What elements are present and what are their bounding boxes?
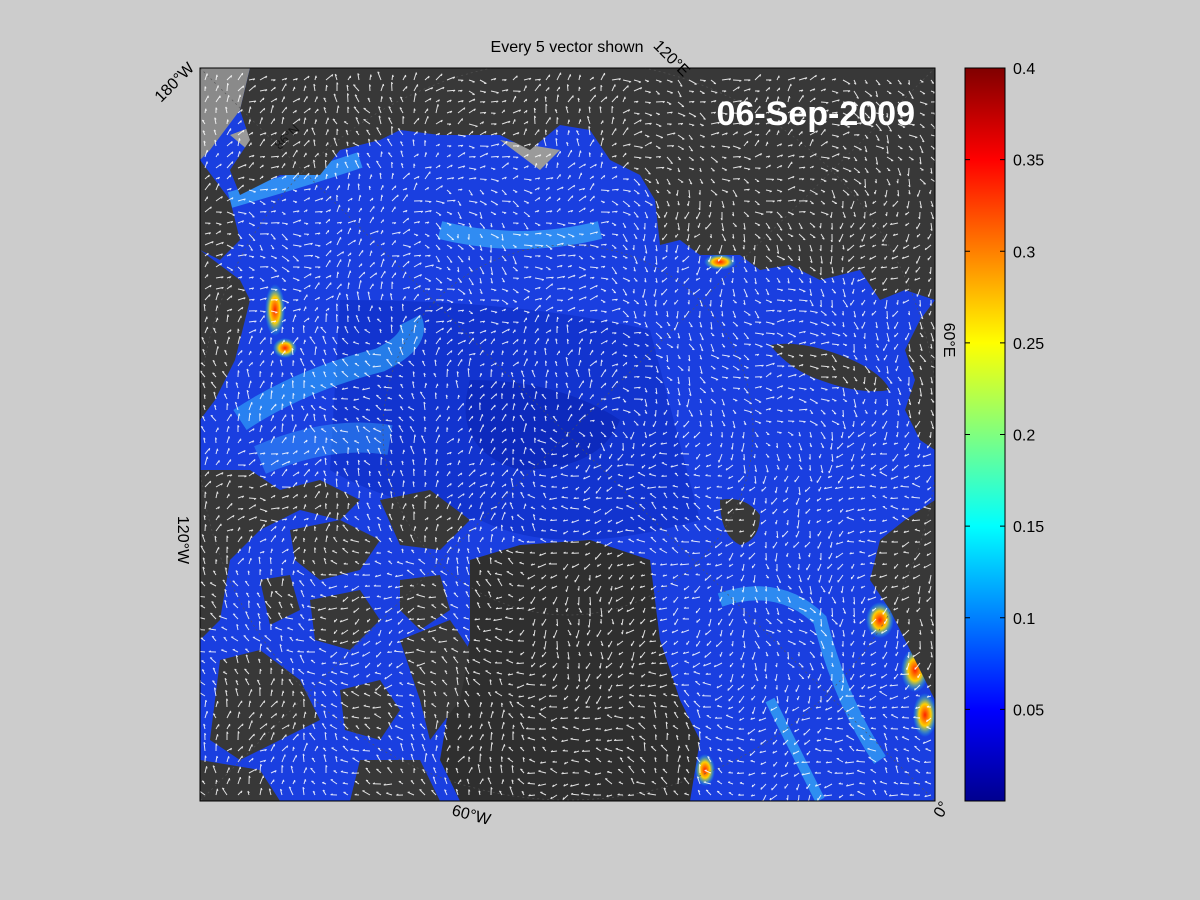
lon-label-120w: 120°W	[174, 516, 191, 565]
lon-label-180w: 180°W	[152, 59, 199, 106]
ice-area	[500, 140, 560, 170]
hotspot	[265, 284, 285, 336]
lon-label-60e: 60°E	[940, 323, 957, 358]
date-label: 06-Sep-2009	[717, 95, 915, 133]
colorbar-tick-label: 0.2	[1013, 428, 1035, 445]
colorbar-gradient	[964, 67, 1006, 802]
land-island	[350, 760, 440, 801]
colorbar: 0.4 0.35 0.3 0.25 0.2 0.15 0.1 0.05	[964, 61, 1044, 802]
hotspot	[273, 338, 297, 358]
colorbar-tick-label: 0.05	[1013, 702, 1044, 719]
land-west	[200, 250, 250, 420]
vector-arrows	[200, 71, 935, 801]
current-band	[233, 314, 424, 431]
colorbar-tick-label: 0.35	[1013, 153, 1044, 170]
graticule-meridian	[200, 68, 935, 801]
land-siberia	[230, 68, 935, 300]
land-canada	[200, 470, 360, 640]
gyre-region	[465, 380, 620, 470]
land-island	[290, 520, 380, 580]
colorbar-tick-label: 0.4	[1013, 61, 1035, 78]
land-island	[260, 575, 300, 625]
vector-field	[200, 71, 935, 801]
colorbar-tick-label: 0.1	[1013, 611, 1035, 628]
land-island	[400, 575, 450, 630]
current-band	[717, 586, 886, 764]
current-band	[765, 697, 825, 801]
lon-label-0: 0°	[931, 799, 953, 821]
land-svalbard	[720, 499, 760, 545]
hotspot	[704, 254, 736, 270]
map-plot-area	[200, 68, 935, 801]
land-greenland	[440, 540, 700, 801]
graticule-circle	[200, 68, 935, 801]
colorbar-tick-label: 0.25	[1013, 336, 1044, 353]
lon-label-60w: 60°W	[450, 802, 493, 829]
colorbar-tick-label: 0.3	[1013, 244, 1035, 261]
hotspot	[913, 693, 935, 737]
colorbar-ticks: 0.4 0.35 0.3 0.25 0.2 0.15 0.1 0.05	[965, 61, 1044, 719]
plot-title: Every 5 vector shown	[491, 39, 644, 56]
graticule-meridian	[200, 68, 935, 801]
ice-area	[200, 68, 250, 160]
land-island	[340, 680, 400, 740]
land-east	[905, 300, 935, 450]
plot-border	[199, 67, 936, 802]
colorbar-tick-label: 0.15	[1013, 519, 1044, 536]
